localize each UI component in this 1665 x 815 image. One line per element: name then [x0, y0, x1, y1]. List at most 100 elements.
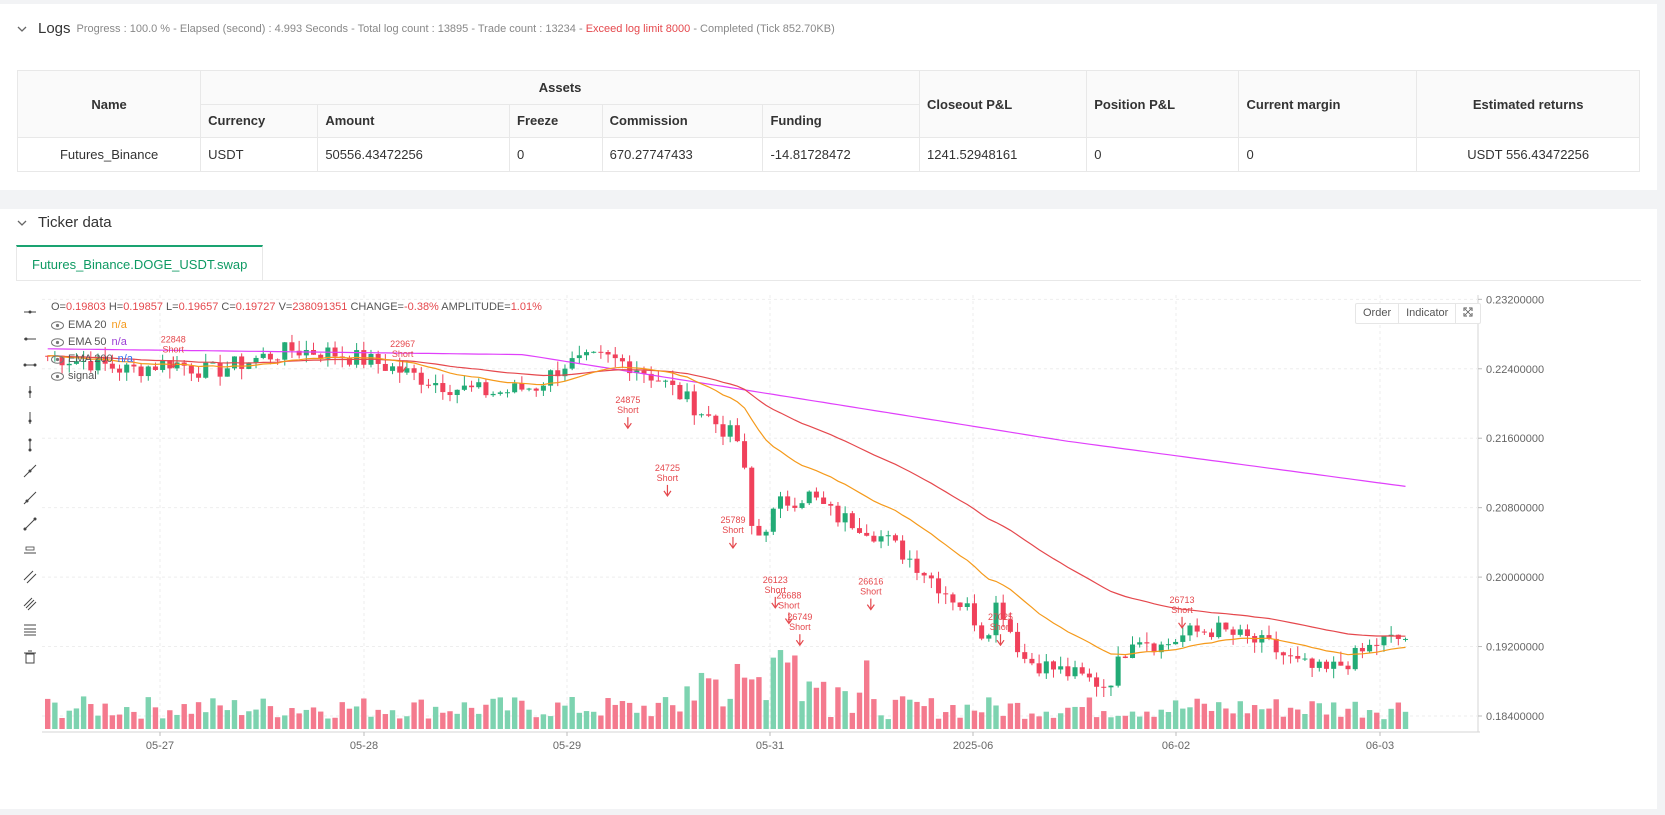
- volume-bar: [504, 710, 511, 729]
- volume-bar: [289, 708, 295, 729]
- candle-body: [1280, 652, 1286, 656]
- candle-body: [1173, 641, 1179, 645]
- vertical-segment-icon[interactable]: [18, 432, 42, 459]
- legend-ema200[interactable]: EMA 200 n/a: [51, 353, 133, 365]
- chevron-down-icon[interactable]: [16, 217, 28, 229]
- candle-body: [1180, 635, 1186, 642]
- volume-bar: [1007, 703, 1014, 729]
- segment-icon[interactable]: [18, 511, 42, 538]
- volume-bar: [727, 698, 733, 729]
- volume-bar: [1316, 703, 1322, 729]
- candle-body: [591, 351, 597, 353]
- tab-doge-usdt-swap[interactable]: Futures_Binance.DOGE_USDT.swap: [16, 245, 264, 281]
- volume-bar: [1302, 713, 1308, 729]
- horizontal-segment-icon[interactable]: [18, 352, 42, 379]
- volume-bar: [1338, 716, 1344, 729]
- candle-body: [196, 373, 202, 378]
- parallel-channel-icon[interactable]: [18, 564, 42, 591]
- volume-bar: [878, 715, 884, 729]
- ohlc-c-label: C=: [221, 301, 236, 313]
- fib-lines-icon[interactable]: [18, 591, 42, 618]
- ohlc-change: -0.38%: [403, 301, 439, 313]
- signal-label: Short: [778, 601, 800, 611]
- ohlc-l: 0.19657: [178, 301, 219, 313]
- volume-bar: [1230, 713, 1236, 729]
- volume-bar: [1172, 700, 1179, 729]
- eye-icon[interactable]: [51, 371, 64, 381]
- candle-body: [109, 363, 115, 369]
- trend-line-icon[interactable]: [18, 458, 42, 485]
- volume-bar: [1287, 707, 1294, 729]
- logs-header[interactable]: Logs Progress : 100.0 % - Elapsed (secon…: [16, 20, 835, 37]
- chevron-down-icon[interactable]: [16, 23, 28, 35]
- order-button[interactable]: Order: [1356, 304, 1400, 323]
- price-line-icon[interactable]: [18, 538, 42, 565]
- vertical-line-icon[interactable]: [18, 379, 42, 406]
- candle-body: [1129, 644, 1136, 659]
- volume-bar: [1043, 711, 1049, 729]
- candle-body: [727, 425, 733, 437]
- candle-body: [1079, 667, 1085, 674]
- volume-bar: [59, 717, 65, 729]
- candle-body: [397, 366, 403, 373]
- candlestick-chart[interactable]: 0.23200000 0.22400000 0.21600000 0.20800000…: [0, 209, 1657, 809]
- signal-id: 26749: [787, 612, 812, 622]
- col-commission: Commission: [601, 103, 764, 138]
- ohlc-o-label: O=: [51, 301, 66, 313]
- ticker-header[interactable]: Ticker data: [16, 214, 112, 231]
- volume-bar: [1201, 703, 1208, 729]
- candle-body: [634, 370, 640, 374]
- candle-body: [526, 388, 532, 390]
- candle-body: [1158, 644, 1164, 653]
- volume-bar: [749, 679, 755, 729]
- eye-icon[interactable]: [51, 320, 64, 330]
- col-currency: Currency: [200, 103, 319, 138]
- fullscreen-icon[interactable]: [1456, 304, 1480, 323]
- candle-body: [849, 513, 855, 529]
- legend-ema20[interactable]: EMA 20 n/a: [51, 319, 127, 331]
- candle-body: [1058, 666, 1064, 670]
- ray-line-icon[interactable]: [18, 485, 42, 512]
- eye-icon[interactable]: [51, 354, 64, 364]
- candle-body: [892, 535, 898, 541]
- eye-icon[interactable]: [51, 337, 64, 347]
- volume-bar: [957, 717, 963, 729]
- x-tick-label: 2025-06: [953, 740, 993, 752]
- candle-body: [713, 415, 719, 425]
- status-text: Progress : 100.0 % - Elapsed (second) : …: [76, 22, 586, 35]
- cell-returns: USDT 556.43472256: [1416, 137, 1640, 172]
- fibonacci-icon[interactable]: [18, 617, 42, 644]
- signal-id: 26616: [858, 577, 883, 587]
- trash-icon[interactable]: [18, 644, 42, 671]
- ohlc-c: 0.19727: [235, 301, 276, 313]
- horizontal-line-icon[interactable]: [18, 299, 42, 326]
- candle-body: [1223, 622, 1229, 630]
- candle-body: [720, 424, 726, 437]
- legend-signal[interactable]: signal: [51, 370, 97, 382]
- candle-body: [124, 364, 130, 373]
- ohlc-h: 0.19857: [123, 301, 163, 313]
- volume-bar: [741, 677, 748, 729]
- candle-body: [562, 368, 568, 377]
- candle-body: [576, 355, 582, 359]
- volume-bar: [497, 697, 503, 729]
- horizontal-ray-icon[interactable]: [18, 326, 42, 353]
- candle-body: [856, 528, 863, 533]
- volume-bar: [318, 711, 324, 729]
- volume-bar: [361, 698, 367, 729]
- candle-body: [138, 366, 144, 377]
- cell-name: Futures_Binance: [16, 137, 202, 172]
- volume-bar: [986, 697, 992, 729]
- volume-bar: [720, 706, 726, 729]
- indicator-button[interactable]: Indicator: [1399, 304, 1457, 323]
- legend-ema50[interactable]: EMA 50 n/a: [51, 336, 127, 348]
- volume-bar: [792, 655, 798, 729]
- col-freeze: Freeze: [509, 103, 603, 138]
- volume-bar: [569, 697, 575, 729]
- volume-bar: [892, 699, 899, 729]
- cell-currency: USDT: [200, 137, 319, 172]
- signal-label: Short: [860, 587, 882, 597]
- volume-bar: [1086, 697, 1093, 729]
- vertical-ray-icon[interactable]: [18, 405, 42, 432]
- col-position: Position P&L: [1086, 70, 1240, 138]
